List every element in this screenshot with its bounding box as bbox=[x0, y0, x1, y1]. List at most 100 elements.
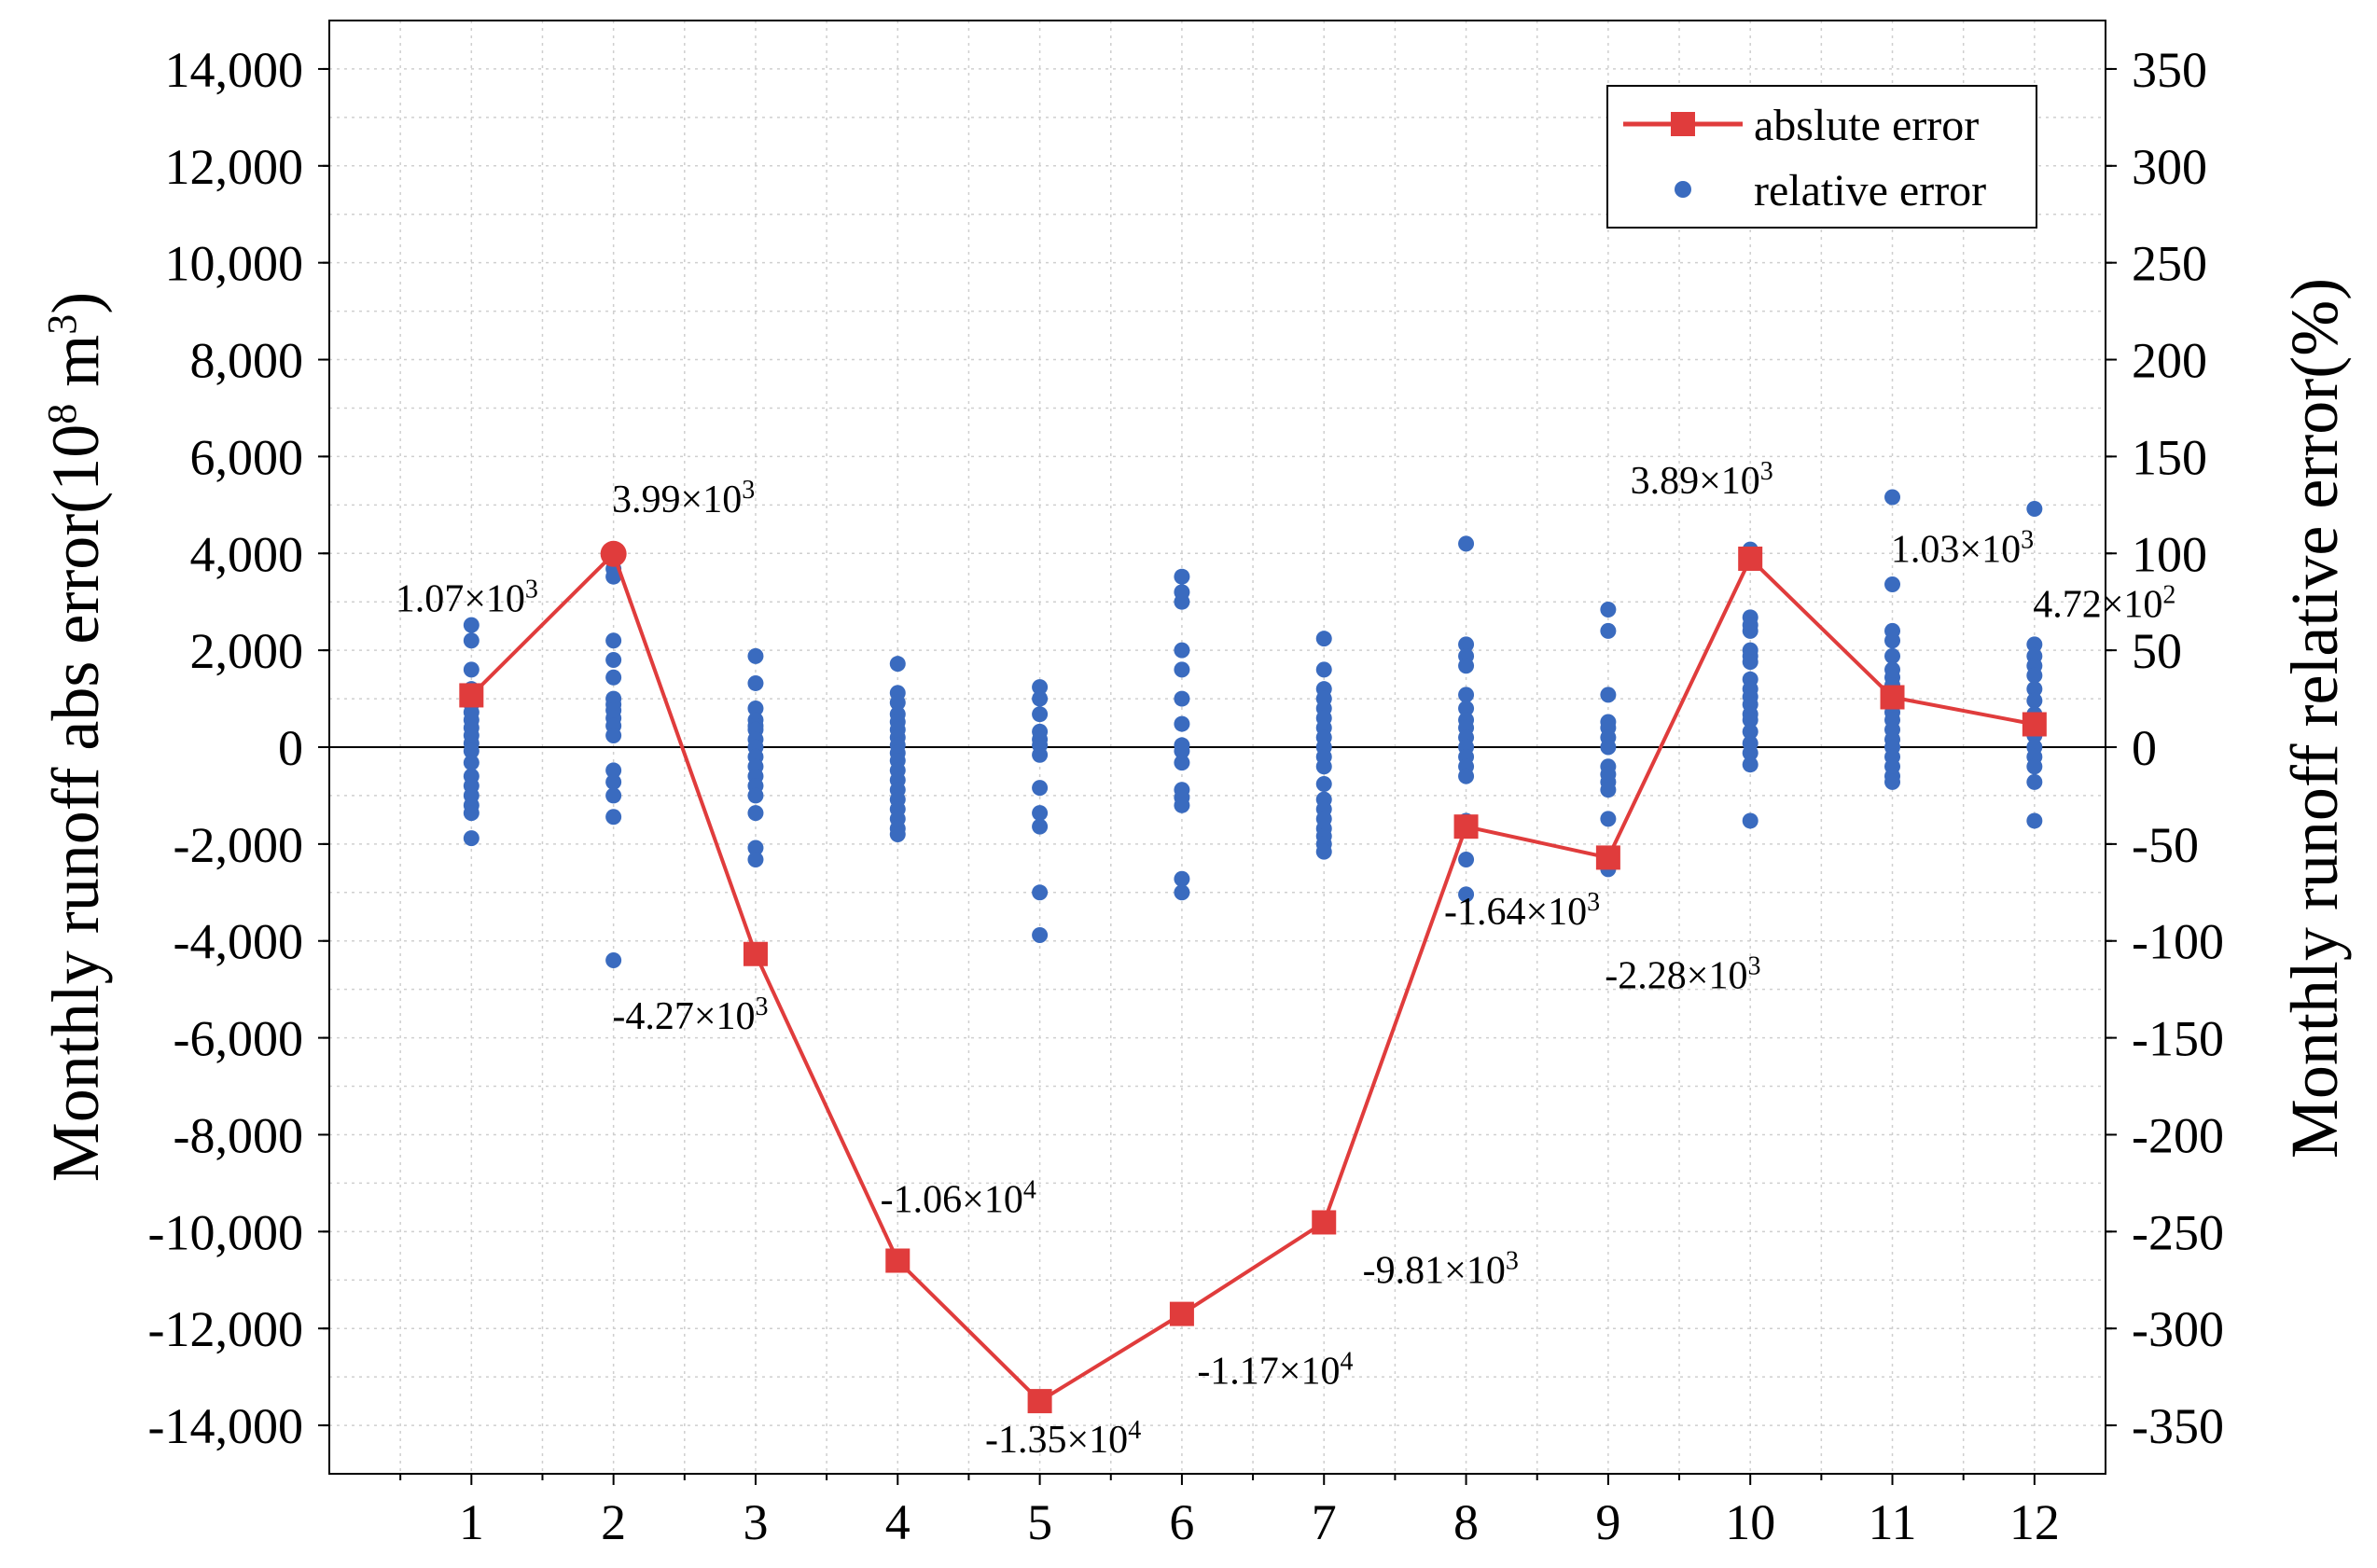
relative-error-point bbox=[1600, 687, 1617, 703]
relative-error-point bbox=[1742, 654, 1758, 671]
x-tick-label: 9 bbox=[1595, 1494, 1620, 1550]
value-label-exponent: 4 bbox=[1341, 1347, 1354, 1376]
relative-error-point bbox=[1315, 758, 1332, 775]
relative-error-point bbox=[1884, 632, 1901, 649]
relative-error-point bbox=[1315, 631, 1332, 647]
relative-error-point bbox=[463, 617, 480, 633]
absolute-error-point bbox=[1169, 1301, 1194, 1326]
x-tick-label: 8 bbox=[1453, 1494, 1479, 1550]
relative-error-point bbox=[1458, 535, 1475, 552]
right-tick-label: -350 bbox=[2132, 1398, 2224, 1454]
left-axis-title: Monthly runoff abs error(108 m3) bbox=[38, 292, 113, 1183]
relative-error-point bbox=[2026, 812, 2043, 829]
left-axis-title-main: Monthly runoff abs error(10 bbox=[38, 424, 113, 1183]
absolute-error-point bbox=[743, 941, 768, 966]
value-label-exponent: 3 bbox=[2021, 525, 2034, 554]
right-tick-label: 150 bbox=[2132, 429, 2207, 485]
relative-error-point bbox=[1884, 647, 1901, 664]
x-tick-label: 3 bbox=[743, 1494, 768, 1550]
relative-error-point bbox=[747, 787, 764, 804]
relative-error-point bbox=[2026, 681, 2043, 698]
relative-error-point bbox=[463, 632, 480, 649]
relative-error-point bbox=[1742, 712, 1758, 728]
value-label-mantissa: -1.35×10 bbox=[985, 1419, 1128, 1462]
relative-error-point bbox=[1884, 489, 1901, 506]
value-label: -9.81×103 bbox=[1363, 1246, 1519, 1293]
right-tick-label: -200 bbox=[2132, 1107, 2224, 1163]
left-tick-label: -2,000 bbox=[174, 817, 303, 873]
relative-error-point bbox=[1174, 884, 1190, 901]
absolute-error-point bbox=[600, 540, 627, 567]
value-label-exponent: 4 bbox=[1023, 1175, 1036, 1204]
relative-error-point bbox=[605, 787, 622, 804]
legend-rel-label: relative error bbox=[1754, 166, 1986, 215]
relative-error-point bbox=[1032, 884, 1049, 901]
relative-error-point bbox=[1032, 690, 1049, 707]
relative-error-point bbox=[1742, 756, 1758, 773]
relative-error-point bbox=[605, 669, 622, 686]
right-tick-label: -100 bbox=[2132, 914, 2224, 970]
legend: abslute error relative error bbox=[1606, 85, 2037, 229]
legend-rel-marker bbox=[1675, 181, 1691, 198]
relative-error-point bbox=[889, 656, 906, 673]
left-tick-label: -4,000 bbox=[174, 914, 303, 970]
right-tick-label: -300 bbox=[2132, 1301, 2224, 1357]
right-tick-label: 350 bbox=[2132, 42, 2207, 98]
x-tick-label: 11 bbox=[1869, 1494, 1917, 1550]
x-tick-label: 7 bbox=[1312, 1494, 1337, 1550]
relative-error-point bbox=[1032, 818, 1049, 835]
relative-error-point bbox=[1458, 700, 1475, 716]
left-tick-label: -6,000 bbox=[174, 1011, 303, 1067]
relative-error-point bbox=[1742, 812, 1758, 829]
relative-error-point bbox=[1032, 927, 1049, 944]
value-label-exponent: 3 bbox=[1747, 951, 1760, 980]
value-label-mantissa: -2.28×10 bbox=[1605, 954, 1747, 997]
relative-error-point bbox=[747, 700, 764, 716]
relative-error-point bbox=[2026, 500, 2043, 517]
absolute-error-point bbox=[459, 683, 484, 708]
right-axis-title: Monthly runoff relative error(%) bbox=[2277, 278, 2352, 1159]
relative-error-point bbox=[1458, 636, 1475, 653]
relative-error-point bbox=[1458, 687, 1475, 703]
relative-error-point bbox=[1032, 780, 1049, 797]
left-axis-title-end: ) bbox=[38, 292, 113, 314]
value-annotations: 1.07×1033.99×103-4.27×103-1.06×104-1.35×… bbox=[396, 456, 2176, 1462]
absolute-error-point bbox=[1595, 845, 1620, 870]
right-tick-label: -50 bbox=[2132, 817, 2199, 873]
relative-error-point bbox=[1600, 602, 1617, 618]
relative-error-point bbox=[2026, 692, 2043, 709]
relative-error-point bbox=[1315, 775, 1332, 792]
x-tick-label: 10 bbox=[1725, 1494, 1775, 1550]
relative-error-point bbox=[1174, 593, 1190, 610]
relative-error-point bbox=[747, 840, 764, 856]
value-label: 3.89×103 bbox=[1631, 456, 1773, 503]
absolute-error-point bbox=[1738, 546, 1763, 571]
left-tick-label: 8,000 bbox=[190, 333, 304, 389]
relative-error-point bbox=[1174, 870, 1190, 887]
relative-error-point bbox=[605, 728, 622, 744]
x-tick-label: 5 bbox=[1027, 1494, 1052, 1550]
relative-error-point bbox=[889, 826, 906, 842]
value-label-mantissa: -1.64×10 bbox=[1444, 891, 1587, 934]
relative-error-point bbox=[605, 952, 622, 969]
value-label-exponent: 2 bbox=[2162, 580, 2175, 609]
legend-abs-marker bbox=[1671, 112, 1695, 136]
right-tick-label: 0 bbox=[2132, 720, 2157, 776]
left-axis-title-mid: m bbox=[38, 335, 113, 404]
relative-error-point bbox=[2026, 758, 2043, 775]
value-label-exponent: 3 bbox=[525, 575, 538, 604]
value-label-mantissa: -9.81×10 bbox=[1363, 1249, 1506, 1292]
relative-error-point bbox=[1742, 723, 1758, 740]
value-label-mantissa: 3.89×10 bbox=[1631, 460, 1760, 503]
x-tick-label: 2 bbox=[601, 1494, 626, 1550]
left-tick-label: 14,000 bbox=[165, 42, 304, 98]
relative-error-point bbox=[1174, 742, 1190, 759]
relative-error-point bbox=[605, 568, 622, 585]
relative-error-point bbox=[1032, 706, 1049, 723]
right-tick-label: 200 bbox=[2132, 333, 2207, 389]
absolute-error-point bbox=[1880, 685, 1905, 710]
x-tick-label: 4 bbox=[885, 1494, 910, 1550]
right-tick-label: 250 bbox=[2132, 236, 2207, 292]
left-tick-label: 6,000 bbox=[190, 429, 304, 485]
